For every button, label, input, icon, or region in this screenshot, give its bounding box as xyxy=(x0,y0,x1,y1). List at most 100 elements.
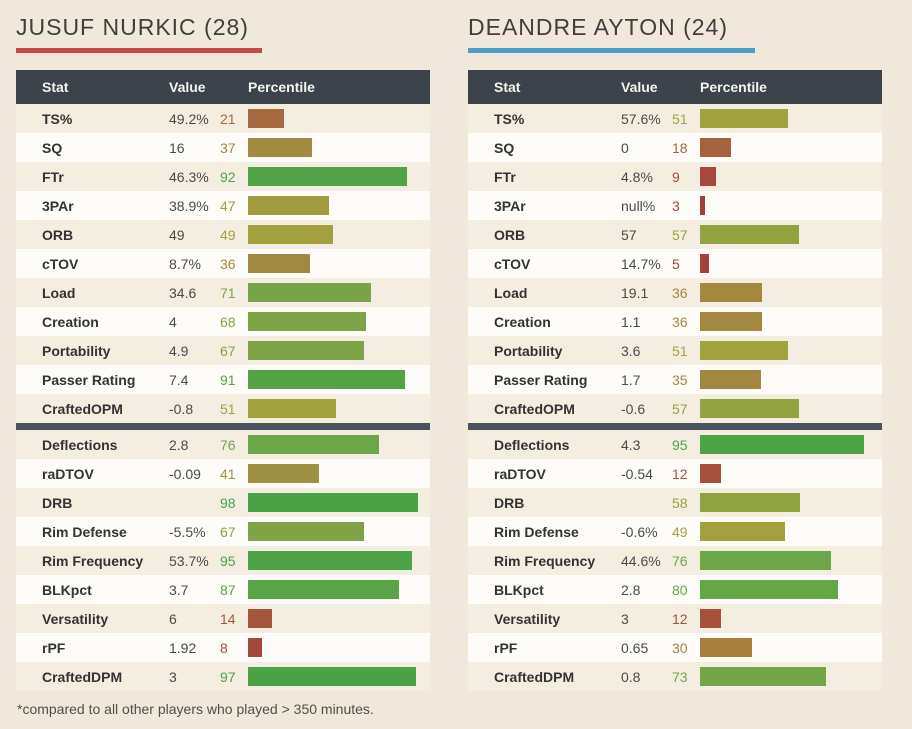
stat-label: SQ xyxy=(494,139,515,156)
percentile-bar xyxy=(700,464,721,483)
table-row: ORB 57 57 xyxy=(468,220,882,249)
percentile-bar xyxy=(248,580,399,599)
percentile-bar xyxy=(248,312,366,331)
percentile-value: 49 xyxy=(220,226,236,243)
percentile-bar xyxy=(700,522,785,541)
stat-value: 1.1 xyxy=(621,313,641,330)
column-header-percentile: Percentile xyxy=(220,70,430,104)
stat-label: Deflections xyxy=(42,436,118,453)
table-row: rPF 0.65 30 xyxy=(468,633,882,662)
percentile-value: 68 xyxy=(220,313,236,330)
stat-label: BLKpct xyxy=(494,581,544,598)
stat-label: Passer Rating xyxy=(494,371,588,388)
percentile-bar xyxy=(700,109,789,128)
stat-label: raDTOV xyxy=(42,465,94,482)
stat-label: CraftedDPM xyxy=(42,668,123,685)
percentile-value: 57 xyxy=(672,400,688,417)
stat-label: Creation xyxy=(42,313,99,330)
percentile-value: 95 xyxy=(220,552,236,569)
stat-label: ORB xyxy=(494,226,526,243)
title-underline-blue xyxy=(468,48,755,53)
title-underline-red xyxy=(16,48,262,53)
stats-table: Stat Value Percentile TS% 49.2% 21 SQ 16 37 FT… xyxy=(16,70,430,691)
percentile-bar xyxy=(700,551,832,570)
column-header-percentile: Percentile xyxy=(672,70,882,104)
percentile-value: 30 xyxy=(672,639,688,656)
percentile-bar xyxy=(248,225,333,244)
table-row: DRB 98 xyxy=(16,488,430,517)
percentile-bar xyxy=(700,435,865,454)
player-title: DEANDRE AYTON (24) xyxy=(468,14,728,40)
percentile-value: 41 xyxy=(220,465,236,482)
stat-value: -0.6% xyxy=(621,523,658,540)
stat-label: 3PAr xyxy=(42,197,74,214)
player-cards: JUSUF NURKIC (28) Stat Value Percentile … xyxy=(16,10,896,691)
percentile-value: 36 xyxy=(672,284,688,301)
stat-label: raDTOV xyxy=(494,465,546,482)
table-row: TS% 49.2% 21 xyxy=(16,104,430,133)
percentile-bar xyxy=(700,341,789,360)
table-row: BLKpct 3.7 87 xyxy=(16,575,430,604)
table-row: Portability 4.9 67 xyxy=(16,336,430,365)
percentile-value: 73 xyxy=(672,668,688,685)
stat-value: 1.92 xyxy=(169,639,197,656)
footnote: *compared to all other players who playe… xyxy=(17,701,374,717)
percentile-bar xyxy=(248,370,406,389)
player-card-right: DEANDRE AYTON (24) Stat Value Percentile… xyxy=(468,10,882,691)
table-row: Deflections 2.8 76 xyxy=(16,430,430,459)
column-header-value: Value xyxy=(169,70,220,104)
stat-value: 1.7 xyxy=(621,371,641,388)
percentile-bar xyxy=(700,493,801,512)
table-row: Load 34.6 71 xyxy=(16,278,430,307)
percentile-bar xyxy=(248,522,364,541)
table-row: cTOV 8.7% 36 xyxy=(16,249,430,278)
stat-value: 4 xyxy=(169,313,177,330)
table-row: raDTOV -0.09 41 xyxy=(16,459,430,488)
percentile-bar xyxy=(700,138,732,157)
stat-value: null% xyxy=(621,197,656,214)
stat-label: cTOV xyxy=(494,255,531,272)
stat-value: -5.5% xyxy=(169,523,206,540)
percentile-bar xyxy=(700,609,721,628)
table-row: SQ 0 18 xyxy=(468,133,882,162)
stat-label: Load xyxy=(42,284,76,301)
stat-label: rPF xyxy=(42,639,66,656)
percentile-bar xyxy=(248,341,364,360)
stat-value: 46.3% xyxy=(169,168,209,185)
stat-label: Deflections xyxy=(494,436,570,453)
percentile-value: 67 xyxy=(220,523,236,540)
percentile-value: 8 xyxy=(220,639,228,656)
table-row: SQ 16 37 xyxy=(16,133,430,162)
percentile-bar xyxy=(248,435,380,454)
stat-value: 49 xyxy=(169,226,185,243)
stat-value: 2.8 xyxy=(169,436,189,453)
percentile-value: 21 xyxy=(220,110,236,127)
percentile-value: 76 xyxy=(672,552,688,569)
stat-label: CraftedDPM xyxy=(494,668,575,685)
percentile-value: 76 xyxy=(220,436,236,453)
stat-value: -0.54 xyxy=(621,465,653,482)
stat-value: 7.4 xyxy=(169,371,189,388)
table-row: Rim Frequency 44.6% 76 xyxy=(468,546,882,575)
percentile-value: 5 xyxy=(672,255,680,272)
percentile-value: 35 xyxy=(672,371,688,388)
percentile-bar xyxy=(700,167,716,186)
stat-value: -0.8 xyxy=(169,400,194,417)
stats-table: Stat Value Percentile TS% 57.6% 51 SQ 0 18 FTr… xyxy=(468,70,882,691)
table-row: BLKpct 2.8 80 xyxy=(468,575,882,604)
percentile-value: 51 xyxy=(672,110,688,127)
percentile-bar xyxy=(248,609,273,628)
percentile-value: 18 xyxy=(672,139,688,156)
stat-value: 0 xyxy=(621,139,629,156)
stat-label: Rim Frequency xyxy=(494,552,596,569)
table-row: 3PAr null% 3 xyxy=(468,191,882,220)
player-title: JUSUF NURKIC (28) xyxy=(16,14,249,40)
percentile-value: 98 xyxy=(220,494,236,511)
table-row: FTr 46.3% 92 xyxy=(16,162,430,191)
percentile-bar xyxy=(248,196,330,215)
table-header-row: Stat Value Percentile xyxy=(16,70,430,104)
table-row: Passer Rating 1.7 35 xyxy=(468,365,882,394)
table-row: ORB 49 49 xyxy=(16,220,430,249)
percentile-bar xyxy=(248,399,337,418)
